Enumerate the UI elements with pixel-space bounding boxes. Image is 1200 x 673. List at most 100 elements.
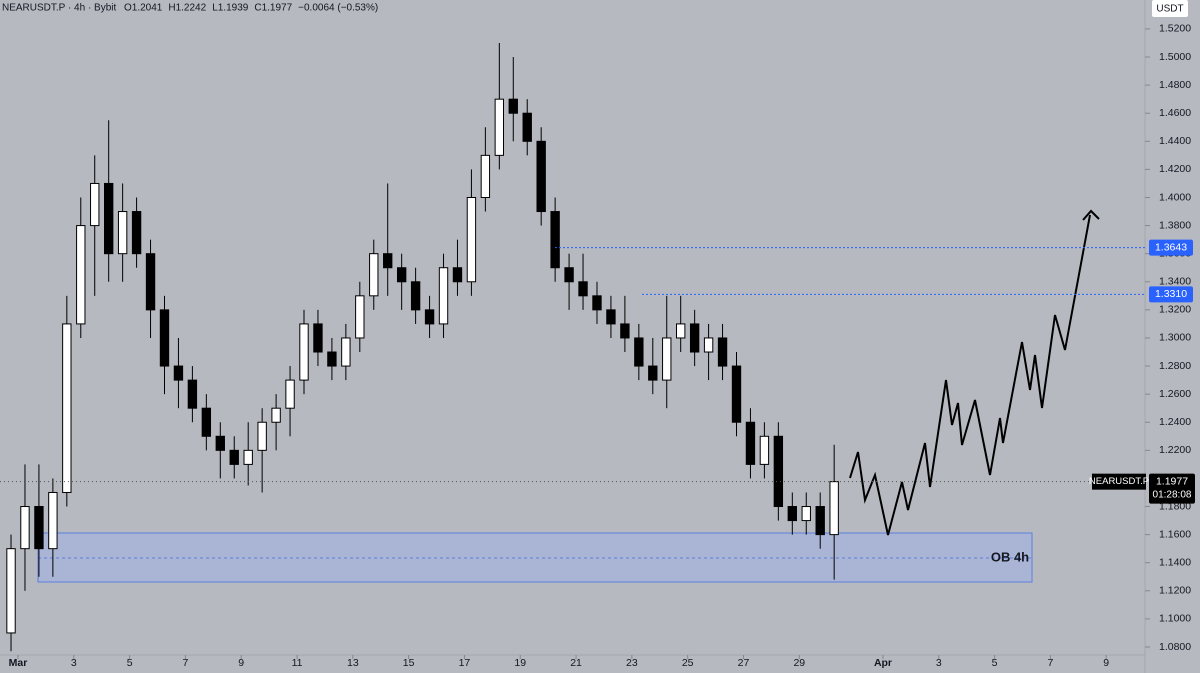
candle-body: [313, 323, 323, 353]
y-tick-label: 1.2600: [1159, 388, 1191, 400]
candle-body: [410, 281, 421, 311]
annotation: OB 4h: [991, 549, 1029, 564]
projection-path: [849, 214, 1091, 536]
candle-body: [815, 506, 825, 536]
candle-body: [257, 421, 267, 451]
candle-body: [243, 449, 253, 465]
y-tick-label: 1.1000: [1159, 613, 1191, 625]
candle-body: [187, 379, 198, 409]
candle-body: [6, 548, 16, 634]
candle-body: [159, 309, 170, 367]
x-tick-label: 5: [992, 657, 998, 669]
candle-body: [229, 449, 239, 465]
candle-body: [676, 323, 686, 339]
x-tick-label: 17: [459, 657, 471, 669]
candle-body: [117, 211, 128, 255]
candle-body: [801, 506, 811, 522]
candle-body: [759, 435, 770, 465]
x-tick-label: 11: [292, 657, 303, 669]
legend-value: −0.0064 (−0.53%): [298, 3, 378, 14]
y-tick-label: 1.2800: [1159, 360, 1191, 372]
x-tick-label: 29: [793, 657, 805, 669]
y-tick-label: 1.3400: [1159, 276, 1191, 288]
level-label-box: [1149, 286, 1193, 303]
last-symbol-box: [1092, 473, 1146, 490]
y-tick-label: 1.1200: [1159, 585, 1191, 597]
candle-body: [173, 365, 184, 381]
x-tick-label: 13: [347, 657, 359, 669]
level-label: 1.3643: [1155, 241, 1187, 253]
candle-body: [662, 337, 672, 381]
order-block-zone: [37, 532, 1033, 583]
candle-body: [703, 337, 714, 353]
y-tick-label: 1.4400: [1159, 135, 1191, 147]
candle-body: [424, 309, 435, 325]
candle-body: [494, 98, 505, 156]
y-tick-label: 1.2400: [1159, 416, 1191, 428]
y-tick-label: 1.3000: [1159, 332, 1191, 344]
candle-body: [620, 323, 630, 339]
y-tick-label: 1.1600: [1159, 528, 1191, 540]
candle-body: [145, 253, 156, 311]
candle-body: [689, 323, 700, 353]
last-price-label: 1.1977: [1156, 475, 1188, 487]
x-tick-label: Apr: [874, 657, 892, 669]
candle-body: [285, 379, 295, 409]
candle-body: [215, 435, 225, 451]
y-tick-label: 1.4800: [1159, 79, 1191, 91]
candle-body: [369, 253, 379, 297]
x-tick-label: 27: [738, 657, 750, 669]
x-tick-label: 23: [626, 657, 638, 669]
candle-body: [355, 295, 365, 339]
projection-arrow-head: [1082, 209, 1100, 221]
level-label: 1.3310: [1155, 288, 1187, 300]
legend-value: L1.1939: [212, 3, 249, 14]
x-tick-label: 5: [127, 657, 133, 669]
candle-body: [592, 295, 602, 311]
candle-body: [34, 506, 44, 550]
legend-value: C1.1977: [254, 3, 292, 14]
y-tick-label: 1.3800: [1159, 219, 1191, 231]
x-tick-label: 9: [1103, 657, 1109, 669]
plot-area: [6, 42, 839, 652]
candle-body: [299, 323, 309, 381]
candle-body: [522, 112, 532, 142]
candle-body: [466, 196, 477, 283]
candle-body: [829, 481, 839, 536]
level-label-box: [1149, 239, 1193, 256]
candle-body: [90, 182, 100, 227]
candle-body: [62, 323, 72, 493]
countdown: 01:28:08: [1153, 489, 1192, 500]
x-tick-label: Mar: [9, 657, 28, 669]
x-tick-label: 15: [403, 657, 415, 669]
candle-body: [564, 267, 574, 283]
x-tick-label: 9: [238, 657, 244, 669]
candle-body: [634, 337, 644, 367]
candle-body: [103, 182, 114, 255]
candle-body: [536, 140, 546, 213]
candle-body: [480, 154, 491, 198]
symbol-title: NEARUSDT.P · 4h · Bybit: [2, 3, 117, 14]
x-tick-label: 7: [182, 657, 188, 669]
candle-body: [731, 365, 742, 423]
candle-body: [773, 435, 784, 508]
candle-body: [508, 98, 518, 114]
legend-value: H1.2242: [168, 3, 206, 14]
candle-body: [550, 211, 560, 269]
candle-body: [606, 309, 616, 325]
ohlc-legend: O1.2041 H1.2242 L1.1939 C1.1977 −0.0064 (−0.…: [124, 3, 378, 14]
x-tick-label: 19: [514, 657, 526, 669]
last-symbol: NEARUSDT.P: [1089, 476, 1149, 487]
candle-body: [396, 267, 407, 283]
candle-body: [452, 267, 463, 283]
currency-box: [1152, 0, 1188, 17]
candle-body: [383, 253, 393, 269]
y-tick-label: 1.0800: [1159, 641, 1191, 653]
candle-body: [745, 421, 756, 465]
candle-body: [648, 365, 658, 381]
y-tick-label: 1.5200: [1159, 23, 1191, 35]
y-tick-label: 1.2200: [1159, 444, 1191, 456]
candle-body: [327, 351, 337, 367]
candle-body: [201, 407, 212, 437]
